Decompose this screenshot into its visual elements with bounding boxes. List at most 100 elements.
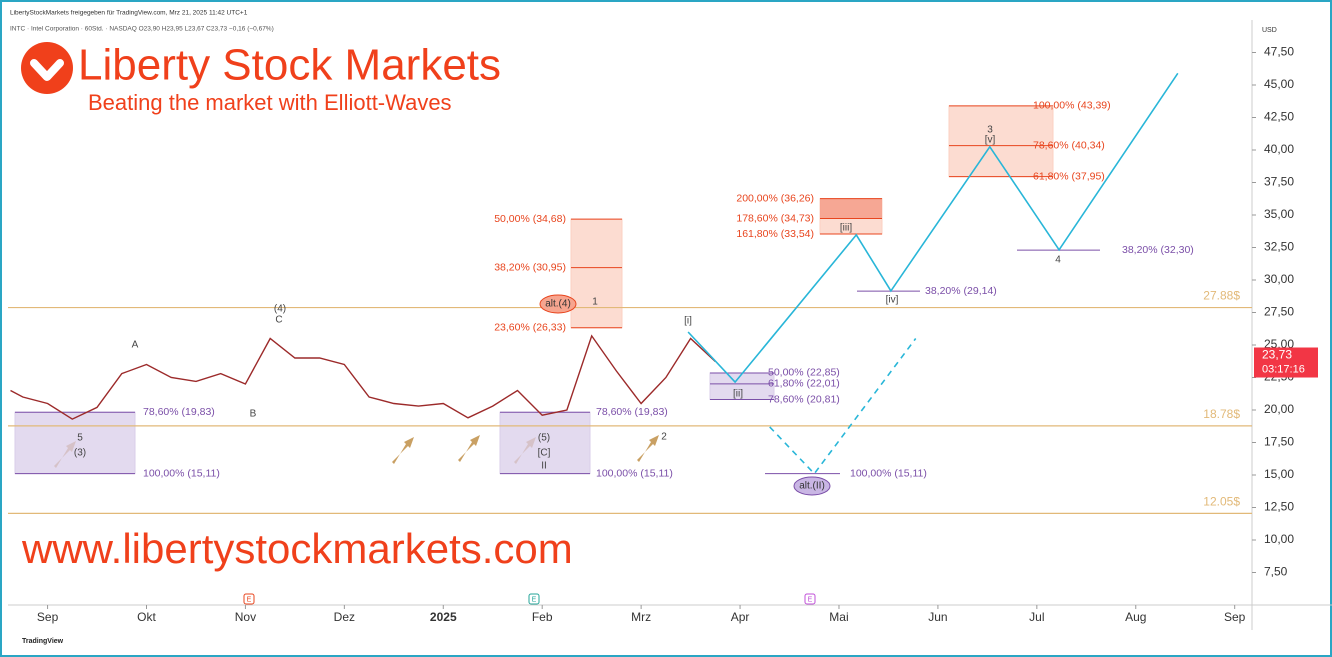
fib-label: 78,60% (19,83): [143, 406, 215, 418]
event-label: E: [532, 596, 537, 603]
price-line: [10, 334, 716, 420]
y-tick-label: 15,00: [1264, 467, 1294, 481]
level-label: 27.88$: [1203, 289, 1240, 303]
x-tick-label: Sep: [37, 610, 59, 624]
x-tick-label: Jun: [928, 610, 947, 624]
fib-label: 38,20% (29,14): [925, 285, 997, 297]
projection-line: [687, 72, 1179, 384]
currency: USD: [1262, 27, 1277, 34]
fib-zone: [499, 411, 591, 475]
badge: [793, 476, 831, 496]
wave-label: (4): [274, 304, 286, 315]
y-tick-label: 7,50: [1264, 565, 1288, 579]
wave-label: (5): [538, 433, 550, 444]
wave-label: [v]: [985, 135, 996, 146]
wave-label: [iii]: [840, 223, 852, 234]
logo: [21, 42, 73, 94]
brand-title: Liberty Stock Markets: [78, 41, 501, 90]
y-tick-label: 35,00: [1264, 207, 1294, 221]
y-tick-label: 20,00: [1264, 402, 1294, 416]
fib-label: 50,00% (34,68): [494, 213, 566, 225]
wave-label: 2: [661, 432, 667, 443]
fib-zone-band: [820, 198, 882, 219]
arrow: [458, 435, 480, 462]
x-tick-label: Aug: [1125, 610, 1146, 624]
fib-zone: [14, 411, 136, 475]
fib-label: 100,00% (15,11): [850, 467, 927, 479]
x-tick-label: 2025: [430, 610, 457, 624]
y-tick-label: 30,00: [1264, 272, 1294, 286]
y-tick-label: 12,50: [1264, 500, 1294, 514]
wave-label: 4: [1055, 255, 1061, 266]
y-tick-label: 47,50: [1264, 45, 1294, 59]
last-price-box: [1254, 347, 1318, 378]
x-tick-label: Feb: [532, 610, 553, 624]
wave-label: A: [132, 340, 139, 351]
event-icon: [243, 593, 255, 605]
x-tick-label: Mai: [829, 610, 848, 624]
x-tick-label: Jul: [1029, 610, 1044, 624]
event-icon: [528, 593, 540, 605]
x-tick-label: Sep: [1224, 610, 1246, 624]
wave-label: II: [541, 461, 547, 472]
y-tick-label: 42,50: [1264, 110, 1294, 124]
fib-zone: [570, 218, 623, 329]
fib-label: 100,00% (15,11): [143, 467, 220, 479]
projection-line: [769, 338, 917, 475]
x-tick-label: Apr: [731, 610, 750, 624]
y-tick-label: 37,50: [1264, 175, 1294, 189]
fib-label: 78,60% (19,83): [596, 406, 668, 418]
wave-label: [C]: [538, 448, 551, 459]
wave-label: B: [250, 409, 257, 420]
event-label: E: [808, 596, 813, 603]
badge-label: alt.(4): [545, 299, 571, 310]
y-tick-label: 27,50: [1264, 305, 1294, 319]
fib-label: 38,20% (32,30): [1122, 244, 1194, 256]
event-icon: [804, 593, 816, 605]
fib-label: 61,80% (22,01): [768, 378, 840, 390]
wave-label: [i]: [684, 316, 692, 327]
fib-label: 50,00% (22,85): [768, 367, 840, 379]
arrow: [392, 437, 414, 464]
y-tick-label: 40,00: [1264, 142, 1294, 156]
fib-label: 200,00% (36,26): [736, 192, 814, 204]
wave-label: 1: [592, 297, 598, 308]
level-label: 18.78$: [1203, 407, 1240, 421]
level-label: 12.05$: [1203, 495, 1240, 509]
last-price-label: 23,73: [1262, 348, 1292, 362]
y-tick-label: 10,00: [1264, 532, 1294, 546]
fib-label: 78,60% (40,34): [1033, 139, 1105, 151]
fib-label: 100,00% (15,11): [596, 467, 673, 479]
fib-label: 100,00% (43,39): [1033, 100, 1111, 112]
wave-label: [ii]: [733, 389, 743, 400]
event-label: E: [247, 596, 252, 603]
badge: [539, 294, 577, 314]
y-tick-label: 32,50: [1264, 240, 1294, 254]
badge-label: alt.(II): [799, 481, 825, 492]
wave-label: [iv]: [886, 295, 899, 306]
brand-url: www.libertystockmarkets.com: [21, 525, 573, 572]
header: LibertyStockMarkets freigegeben für Trad…: [10, 10, 248, 17]
symbol-line: INTC · Intel Corporation · 60Std. · NASD…: [10, 26, 274, 33]
last-price-timer: 03:17:16: [1262, 363, 1305, 375]
fib-label: 23,60% (26,33): [494, 321, 566, 333]
x-tick-label: Mrz: [631, 610, 651, 624]
footer: TradingView: [22, 638, 64, 645]
logo-check: [30, 59, 64, 81]
y-tick-label: 45,00: [1264, 77, 1294, 91]
fib-label: 38,20% (30,95): [494, 261, 566, 273]
fib-label: 161,80% (33,54): [736, 228, 814, 240]
x-tick-label: Dez: [334, 610, 355, 624]
brand-subtitle: Beating the market with Elliott-Waves: [88, 90, 452, 115]
x-tick-label: Nov: [235, 610, 256, 624]
fib-label: 78,60% (20,81): [768, 393, 840, 405]
wave-label: 5: [77, 433, 83, 444]
x-tick-label: Okt: [137, 610, 156, 624]
arrow: [637, 435, 659, 462]
wave-label: C: [275, 315, 282, 326]
y-tick-label: 17,50: [1264, 435, 1294, 449]
fib-zone: [709, 372, 775, 400]
fib-label: 61,80% (37,95): [1033, 170, 1105, 182]
